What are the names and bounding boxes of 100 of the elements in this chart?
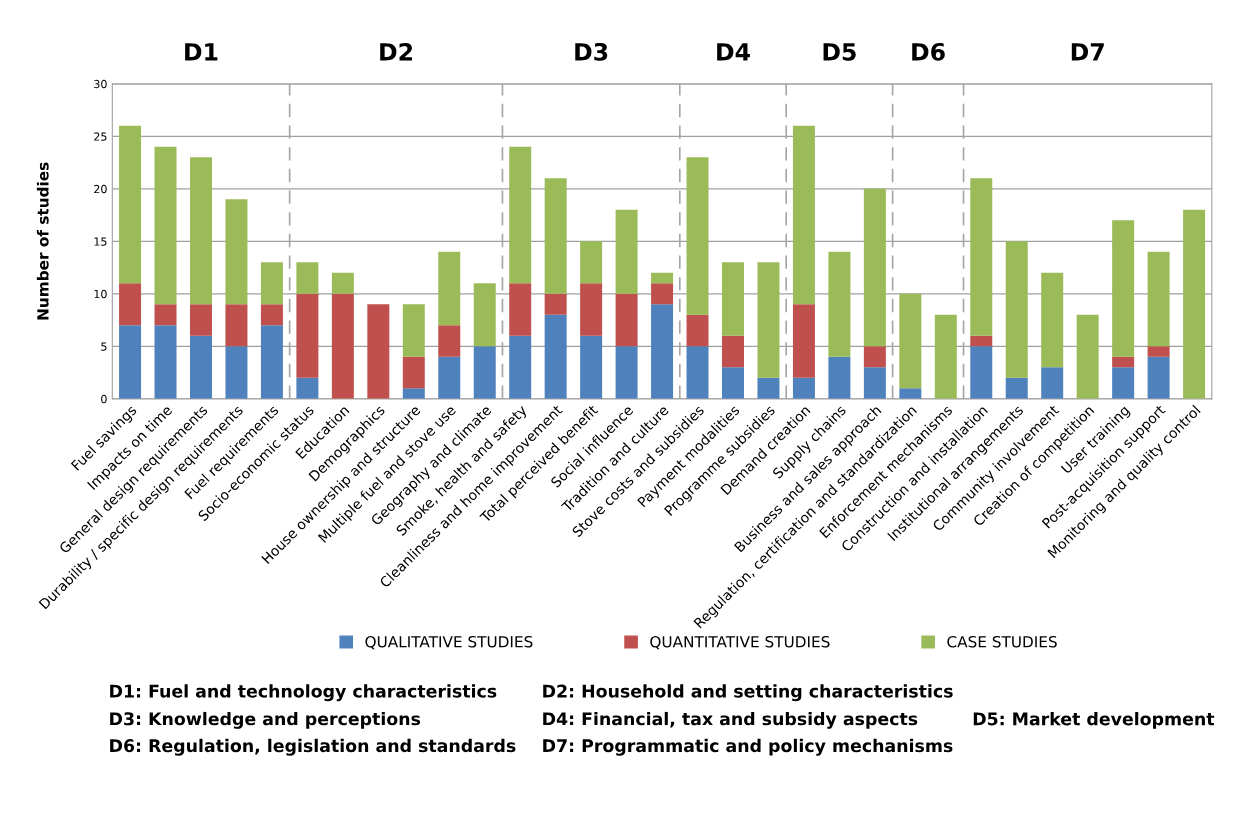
bar xyxy=(722,335,744,368)
legend-label: CASE STUDIES xyxy=(947,635,1057,648)
legend-label: QUALITATIVE STUDIES xyxy=(365,635,533,650)
bar xyxy=(1183,209,1206,399)
text: D3: Knowledge and perceptions xyxy=(110,711,421,729)
bar xyxy=(863,188,886,347)
bar xyxy=(225,304,248,347)
bar xyxy=(296,262,319,294)
bar xyxy=(615,293,638,347)
bar xyxy=(402,356,425,389)
y-tick-label: 10 xyxy=(94,289,107,299)
bar xyxy=(331,293,354,399)
bar xyxy=(792,377,815,399)
bar xyxy=(296,293,319,378)
bar xyxy=(722,367,744,399)
bar xyxy=(438,356,461,399)
bar xyxy=(119,125,142,284)
bar xyxy=(473,283,496,347)
y-tick-label: 30 xyxy=(94,79,107,89)
y-axis-title: Number of studies xyxy=(36,162,49,320)
bar xyxy=(615,209,638,294)
bar xyxy=(1112,367,1135,399)
bar xyxy=(970,346,993,399)
text: D5: Market development xyxy=(973,711,1215,729)
bar xyxy=(1041,367,1064,399)
bar xyxy=(1147,251,1170,347)
bar xyxy=(792,304,815,378)
legend-label: QUANTITATIVE STUDIES xyxy=(650,635,830,650)
bar xyxy=(296,377,319,399)
bar xyxy=(580,283,603,336)
bar xyxy=(189,304,212,336)
bar xyxy=(1076,314,1099,399)
bar xyxy=(119,283,142,326)
text: D7 xyxy=(1071,43,1104,61)
bar xyxy=(509,283,532,336)
text: D2: Household and setting characteristics xyxy=(543,684,953,702)
bar xyxy=(367,304,390,399)
bar xyxy=(1005,377,1028,399)
bar xyxy=(544,314,567,399)
bar xyxy=(686,157,709,315)
bar xyxy=(544,293,567,315)
bar xyxy=(899,388,922,399)
bar xyxy=(792,125,815,305)
bar xyxy=(544,178,567,294)
bar xyxy=(757,262,780,378)
bar xyxy=(260,304,283,326)
bar xyxy=(1112,356,1135,368)
bar xyxy=(189,157,212,305)
bar xyxy=(686,346,709,399)
bar xyxy=(899,293,922,389)
bar xyxy=(225,199,248,305)
bar xyxy=(402,388,425,399)
text: D2 xyxy=(380,42,413,61)
bar xyxy=(260,262,283,305)
bar xyxy=(154,325,177,399)
bar xyxy=(863,367,886,399)
bar xyxy=(651,272,674,284)
bar xyxy=(615,346,638,399)
bar xyxy=(438,325,461,357)
bar xyxy=(154,146,177,305)
bar xyxy=(970,335,993,347)
bar xyxy=(863,346,886,368)
bar xyxy=(828,251,851,357)
bar xyxy=(119,325,142,399)
bar xyxy=(580,335,603,399)
bar xyxy=(260,325,283,399)
text: D1: Fuel and technology characteristics xyxy=(110,684,497,702)
text: D5 xyxy=(823,43,856,61)
y-tick-label: 5 xyxy=(101,342,107,351)
bar xyxy=(1147,356,1170,399)
bar xyxy=(757,377,780,399)
y-tick-label: 15 xyxy=(94,237,107,246)
bar xyxy=(509,335,532,399)
bar xyxy=(402,304,425,357)
text: D4: Financial, tax and subsidy aspects xyxy=(543,711,918,729)
text: D6 xyxy=(912,42,945,61)
bar xyxy=(189,335,212,399)
bar xyxy=(934,314,957,399)
bar xyxy=(438,251,461,326)
bar xyxy=(686,314,709,347)
bar xyxy=(651,304,674,399)
bar xyxy=(154,304,177,326)
bar xyxy=(580,241,603,284)
bar xyxy=(970,178,993,336)
text: D3 xyxy=(575,42,608,61)
y-tick-label: 0 xyxy=(101,394,107,404)
text: D1 xyxy=(185,43,218,61)
bar xyxy=(651,283,674,305)
text: D6: Regulation, legislation and standards xyxy=(110,738,516,756)
bar xyxy=(828,356,851,399)
bar xyxy=(1112,220,1135,357)
bar xyxy=(473,346,496,399)
bar xyxy=(225,346,248,399)
bar xyxy=(1005,241,1028,378)
text: D4 xyxy=(717,43,750,61)
y-tick-label: 20 xyxy=(94,184,107,194)
bar xyxy=(722,262,744,336)
bar xyxy=(1041,272,1064,368)
bar xyxy=(331,272,354,294)
bar xyxy=(509,146,532,284)
